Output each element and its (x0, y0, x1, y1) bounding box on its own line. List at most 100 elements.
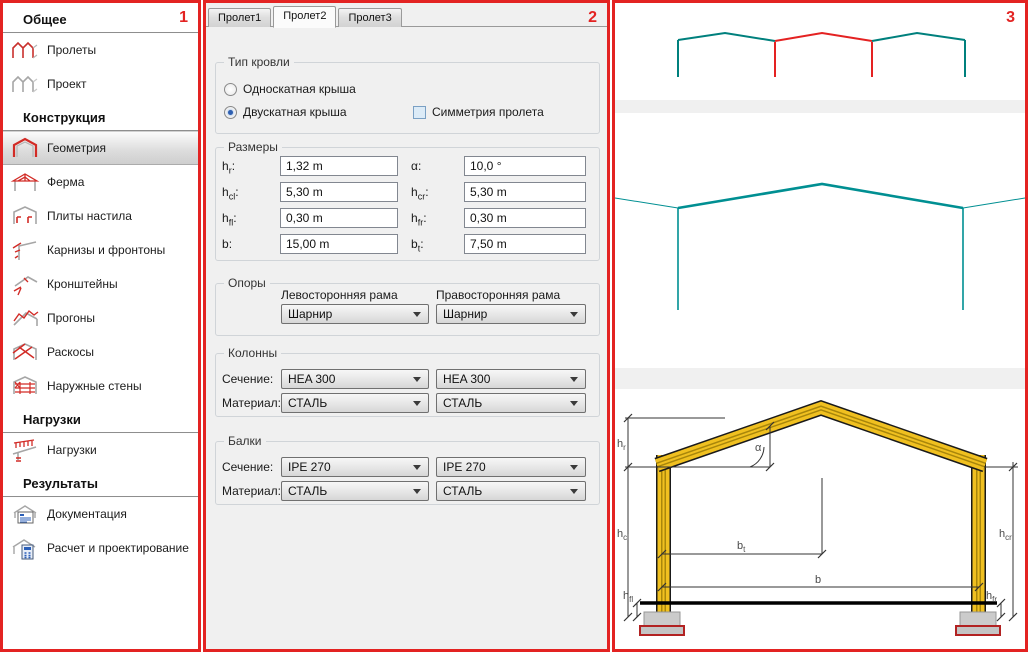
left-support-combo[interactable]: Шарнир (281, 304, 429, 324)
roof-type-group: Тип кровли Односкатная крыша Двускатная … (215, 55, 600, 134)
dimensions-group: Размеры hr: α: hcl: hcr: hfl: hfr: b: bt… (215, 140, 600, 261)
sidebar-item-label: Прогоны (47, 311, 96, 325)
alpha-label: α: (411, 159, 422, 173)
sidebar-section-loads: Нагрузки (3, 403, 198, 433)
sidebar-item-label: Проект (47, 77, 87, 91)
mono-pitch-radio[interactable] (224, 83, 237, 96)
dimension-ticks (623, 413, 1018, 622)
footing-right (955, 611, 1001, 636)
hfl-label: hfl: (222, 211, 237, 228)
sidebar-item-truss[interactable]: Ферма (3, 165, 198, 199)
beams-group: Балки Сечение: IPE 270 IPE 270 Материал:… (215, 434, 600, 505)
sidebar-item-documentation[interactable]: Документация (3, 497, 198, 531)
spans-overview-diagram[interactable] (677, 31, 966, 77)
sidebar-item-label: Раскосы (47, 345, 94, 359)
b-dim-label: b (815, 574, 821, 586)
right-support-combo[interactable]: Шарнир (436, 304, 586, 324)
hcr-input[interactable] (464, 182, 586, 202)
beam-section-right-combo[interactable]: IPE 270 (436, 457, 586, 477)
left-frame-label: Левосторонняя рама (281, 288, 398, 302)
sidebar-item-loads[interactable]: Нагрузки (3, 433, 198, 467)
right-frame-label: Правосторонняя рама (436, 288, 561, 302)
b-input[interactable] (280, 234, 398, 254)
chevron-down-icon (570, 464, 578, 470)
section-divider (615, 368, 1025, 389)
sidebar-item-outer-walls[interactable]: Наружные стены (3, 369, 198, 403)
columns-legend: Колонны (224, 346, 282, 360)
sidebar-item-label: Геометрия (47, 141, 106, 155)
duo-pitch-radio[interactable] (224, 106, 237, 119)
outer-walls-icon (9, 374, 41, 398)
beams-legend: Балки (224, 434, 266, 448)
section-divider (615, 100, 1025, 113)
sidebar-section-construction: Конструкция (3, 101, 198, 131)
tab-span2[interactable]: Пролет2 (273, 6, 337, 28)
preview-panel: 3 (612, 0, 1028, 652)
hcr-dim-label: hcr (999, 528, 1012, 542)
mono-pitch-label: Односкатная крыша (243, 82, 356, 96)
hr-input[interactable] (280, 156, 398, 176)
bt-input[interactable] (464, 234, 586, 254)
sidebar-item-label: Кронштейны (47, 277, 118, 291)
panel-number-1: 1 (179, 9, 188, 26)
braces-icon (9, 340, 41, 364)
sidebar-item-calculation-design[interactable]: Расчет и проектирование (3, 531, 198, 565)
sidebar-item-braces[interactable]: Раскосы (3, 335, 198, 369)
sidebar-item-label: Ферма (47, 175, 85, 189)
sidebar-section-results: Результаты (3, 467, 198, 497)
span-symmetry-checkbox[interactable] (413, 106, 426, 119)
sidebar-item-geometry[interactable]: Геометрия (3, 131, 198, 165)
supports-legend: Опоры (224, 276, 270, 290)
columns-group: Колонны Сечение: HEA 300 HEA 300 Материа… (215, 346, 600, 417)
tab-span1[interactable]: Пролет1 (208, 8, 272, 27)
bt-dim-label: bt (737, 540, 746, 554)
sidebar-item-label: Наружные стены (47, 379, 142, 393)
beam-section-left-combo[interactable]: IPE 270 (281, 457, 429, 477)
project-icon (9, 72, 41, 96)
spans-icon (9, 38, 41, 62)
chevron-down-icon (413, 464, 421, 470)
sidebar-item-deck-slabs[interactable]: Плиты настила (3, 199, 198, 233)
tab-span3[interactable]: Пролет3 (338, 8, 402, 27)
deck-slabs-icon (9, 204, 41, 228)
sidebar-item-brackets[interactable]: Кронштейны (3, 267, 198, 301)
sidebar-item-label: Нагрузки (47, 443, 97, 457)
chevron-down-icon (413, 311, 421, 317)
column-material-left-combo[interactable]: СТАЛЬ (281, 393, 429, 413)
footing-left (639, 611, 685, 636)
hfr-input[interactable] (464, 208, 586, 228)
bt-label: bt: (411, 237, 424, 254)
sidebar-item-spans[interactable]: Пролеты (3, 33, 198, 67)
sidebar-item-eaves-gables[interactable]: Карнизы и фронтоны (3, 233, 198, 267)
column-section-left-combo[interactable]: HEA 300 (281, 369, 429, 389)
selected-span-diagram (615, 182, 1025, 310)
columns-section-label: Сечение: (222, 372, 274, 386)
panel-number-2: 2 (588, 9, 597, 26)
beams-section-label: Сечение: (222, 460, 274, 474)
brackets-icon (9, 272, 41, 296)
purlins-icon (9, 306, 41, 330)
columns-material-label: Материал: (222, 396, 281, 410)
beam-material-right-combo[interactable]: СТАЛЬ (436, 481, 586, 501)
column-material-right-combo[interactable]: СТАЛЬ (436, 393, 586, 413)
column-section-right-combo[interactable]: HEA 300 (436, 369, 586, 389)
beams-material-label: Материал: (222, 484, 281, 498)
hfr-dim-label: hfr (986, 590, 997, 604)
hr-dim-label: hr (617, 438, 626, 452)
beam-material-left-combo[interactable]: СТАЛЬ (281, 481, 429, 501)
chevron-down-icon (413, 376, 421, 382)
sidebar-item-label: Документация (47, 507, 127, 521)
hcl-label: hcl: (222, 185, 239, 202)
chevron-down-icon (413, 488, 421, 494)
hfl-input[interactable] (280, 208, 398, 228)
sidebar-item-project[interactable]: Проект (3, 67, 198, 101)
sidebar-item-label: Расчет и проектирование (47, 541, 189, 555)
hcl-input[interactable] (280, 182, 398, 202)
chevron-down-icon (570, 376, 578, 382)
frame-cross-section-diagram: hr α hcl hcr hfl hfr bt b (617, 400, 1018, 636)
sidebar-item-label: Плиты настила (47, 209, 132, 223)
sidebar-item-label: Карнизы и фронтоны (47, 243, 166, 257)
sidebar-item-purlins[interactable]: Прогоны (3, 301, 198, 335)
alpha-input[interactable] (464, 156, 586, 176)
span-symmetry-label: Симметрия пролета (432, 105, 544, 119)
